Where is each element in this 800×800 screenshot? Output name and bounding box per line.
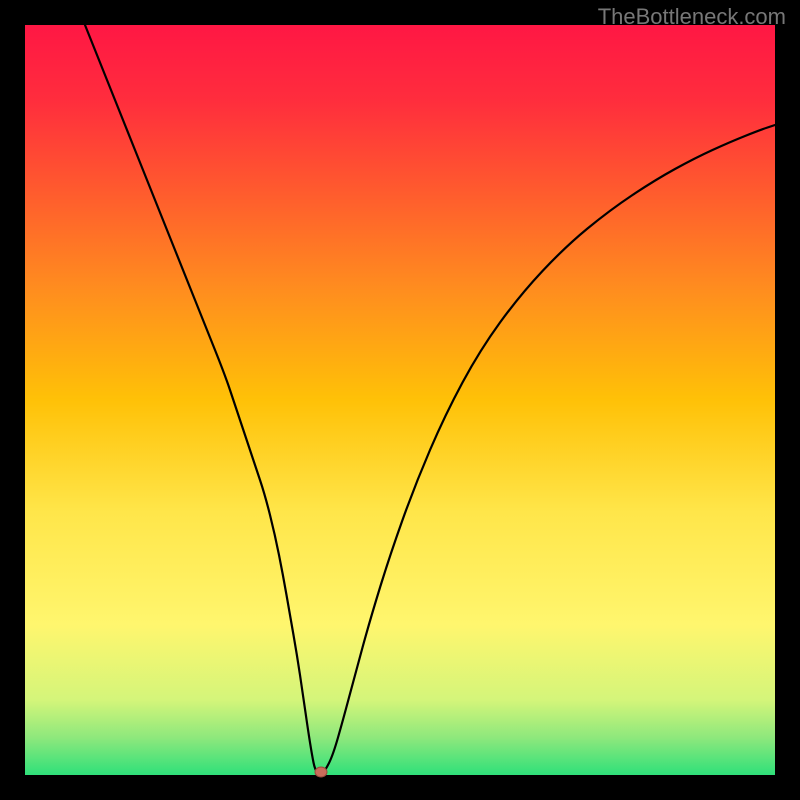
watermark-text: TheBottleneck.com (598, 4, 786, 30)
plot-area (25, 25, 775, 775)
bottleneck-chart (0, 0, 800, 800)
chart-stage: TheBottleneck.com (0, 0, 800, 800)
optimal-point-marker (315, 767, 327, 777)
